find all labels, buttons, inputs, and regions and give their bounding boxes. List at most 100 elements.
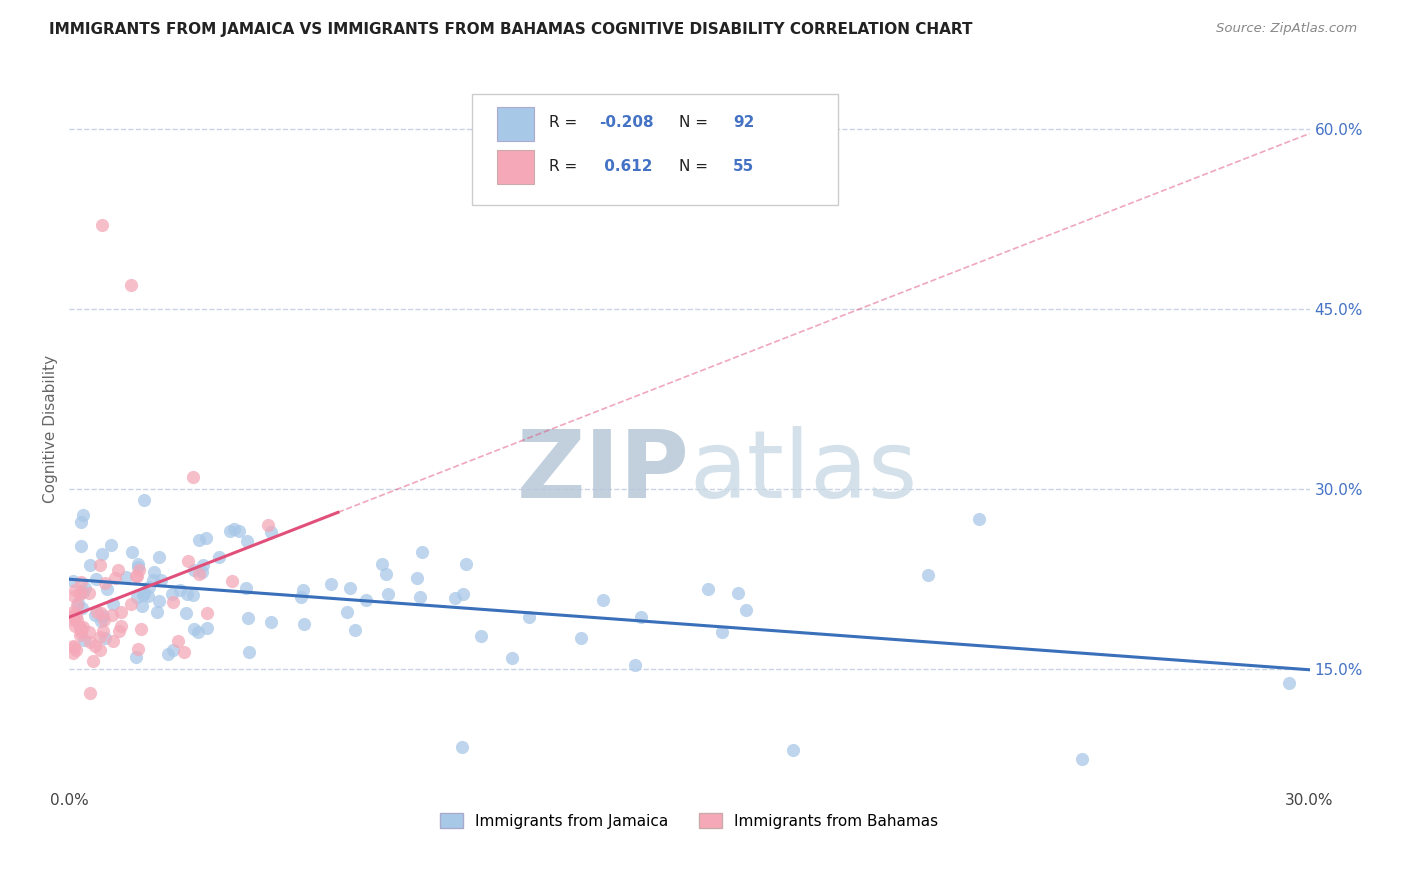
Point	[90, 614, 112, 628]
Point	[145, 605, 167, 619]
Point	[169, 583, 191, 598]
Point	[157, 648, 180, 662]
Point	[62, 640, 84, 654]
Point	[104, 571, 127, 585]
Point	[70, 601, 93, 615]
Point	[101, 634, 124, 648]
Point	[127, 558, 149, 572]
Point	[630, 609, 652, 624]
Point	[86, 605, 108, 619]
Point	[66, 599, 89, 613]
Point	[63, 583, 86, 598]
Point	[339, 581, 361, 595]
Point	[371, 557, 394, 571]
Point	[134, 585, 156, 599]
Point	[129, 622, 152, 636]
Point	[62, 605, 84, 619]
Point	[110, 605, 132, 619]
Point	[188, 533, 211, 547]
Legend: Immigrants from Jamaica, Immigrants from Bahamas: Immigrants from Jamaica, Immigrants from…	[434, 807, 945, 835]
Point	[125, 649, 148, 664]
Point	[136, 589, 159, 603]
Point	[115, 570, 138, 584]
Point	[377, 587, 399, 601]
Point	[72, 585, 94, 599]
Point	[77, 624, 100, 639]
Point	[177, 554, 200, 568]
Point	[181, 588, 204, 602]
Point	[89, 642, 111, 657]
Point	[218, 524, 240, 538]
Point	[321, 577, 343, 591]
Point	[451, 587, 474, 601]
Point	[91, 547, 114, 561]
Point	[191, 565, 214, 579]
Point	[260, 615, 283, 630]
Point	[181, 469, 204, 483]
Point	[173, 644, 195, 658]
Point	[148, 593, 170, 607]
Point	[121, 545, 143, 559]
Text: atlas: atlas	[689, 425, 918, 517]
Point	[592, 593, 614, 607]
Point	[110, 619, 132, 633]
Text: 55: 55	[733, 159, 754, 174]
Point	[451, 739, 474, 754]
Point	[222, 522, 245, 536]
Point	[108, 624, 131, 638]
Point	[727, 586, 749, 600]
Point	[256, 517, 278, 532]
Point	[195, 606, 218, 620]
Point	[69, 620, 91, 634]
Point	[93, 609, 115, 624]
Point	[356, 593, 378, 607]
Point	[195, 531, 218, 545]
Point	[69, 628, 91, 642]
Point	[517, 609, 540, 624]
Point	[73, 632, 96, 647]
Point	[94, 576, 117, 591]
Point	[93, 613, 115, 627]
Point	[143, 566, 166, 580]
Point	[120, 597, 142, 611]
Point	[62, 610, 84, 624]
Point	[103, 597, 125, 611]
Point	[236, 533, 259, 548]
Point	[1278, 676, 1301, 690]
Text: ZIP: ZIP	[516, 425, 689, 517]
Point	[65, 643, 87, 657]
Point	[79, 685, 101, 699]
Point	[292, 616, 315, 631]
Point	[697, 582, 720, 596]
Point	[176, 587, 198, 601]
Point	[66, 613, 89, 627]
Text: Source: ZipAtlas.com: Source: ZipAtlas.com	[1216, 22, 1357, 36]
Point	[470, 629, 492, 643]
Point	[207, 550, 229, 565]
Point	[127, 569, 149, 583]
FancyBboxPatch shape	[498, 106, 534, 141]
Point	[72, 620, 94, 634]
Point	[63, 613, 86, 627]
Point	[101, 608, 124, 623]
Point	[162, 642, 184, 657]
Text: 92: 92	[733, 115, 754, 130]
Point	[782, 743, 804, 757]
Point	[62, 646, 84, 660]
Point	[62, 574, 84, 588]
FancyBboxPatch shape	[472, 94, 838, 205]
Point	[84, 608, 107, 623]
Point	[127, 642, 149, 657]
Point	[69, 624, 91, 639]
Point	[63, 619, 86, 633]
Point	[63, 589, 86, 603]
Point	[148, 549, 170, 564]
Point	[710, 624, 733, 639]
Point	[406, 571, 429, 585]
Point	[228, 524, 250, 538]
Point	[411, 545, 433, 559]
Point	[167, 634, 190, 648]
Point	[62, 639, 84, 653]
Point	[69, 584, 91, 599]
Point	[221, 574, 243, 588]
